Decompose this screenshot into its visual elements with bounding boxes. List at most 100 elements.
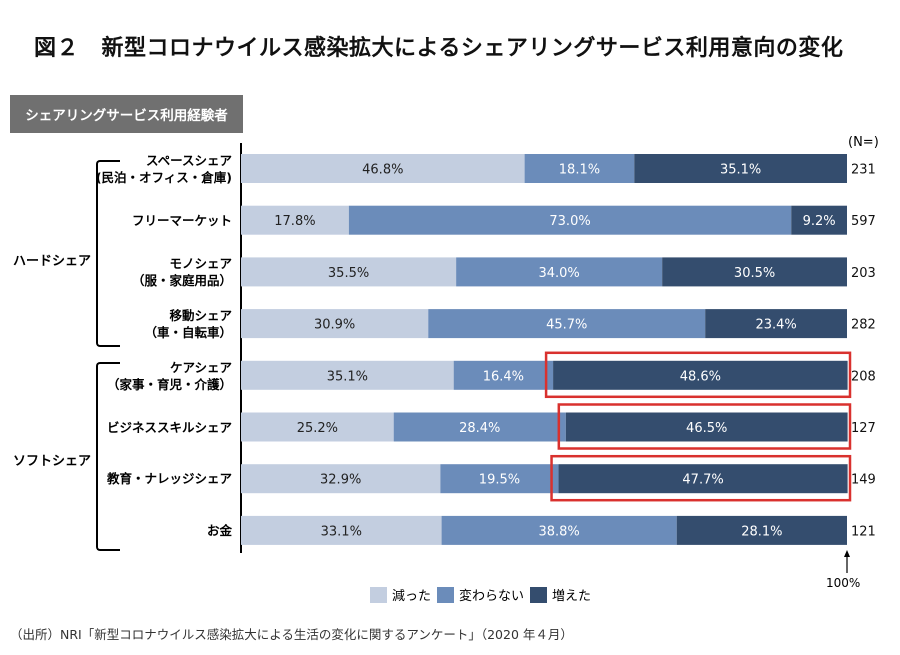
respondent-badge: シェアリングサービス利用経験者 [10,95,243,133]
legend-item-unchanged: 変わらない [437,585,524,604]
arrow-up-icon [844,550,850,557]
data-label-increased: 28.1% [741,524,782,539]
category-label-line1: ビジネススキルシェア [106,419,232,435]
category-label-line1: 移動シェア [169,308,232,324]
source-footnote: （出所）NRI「新型コロナウイルス感染拡大による生活の変化に関するアンケート」（… [10,627,573,642]
data-label-decreased: 25.2% [297,421,338,436]
bar-segment-increased [558,464,848,494]
category-label-line2: (民泊・オフィス・倉庫) [95,170,232,185]
data-label-increased: 30.5% [734,266,775,281]
bar-segment-increased [634,154,847,183]
legend-label-unchanged: 変わらない [459,589,525,604]
bar-segment-unchanged [393,412,566,442]
data-label-unchanged: 34.0% [538,266,579,281]
bar-segment-decreased [241,515,442,545]
data-label-unchanged: 16.4% [483,369,524,384]
category-label: ケアシェア （家事・育児・介護） [107,359,232,393]
bar-segment-increased [705,309,847,339]
n-value: 203 [851,266,876,281]
n-value: 127 [851,421,876,436]
category-label-line1: ケアシェア [169,359,232,375]
highlight-box [557,403,852,450]
legend-item-increased: 増えた [530,585,591,604]
category-label-line1: 教育・ナレッジシェア [106,471,232,487]
category-label: スペースシェア (民泊・オフィス・倉庫) [96,152,232,186]
data-label-unchanged: 45.7% [546,318,587,333]
n-value: 121 [851,524,876,539]
category-label: フリーマーケット [132,212,232,229]
y-axis-line [240,143,242,553]
bar-segment-increased [565,412,848,442]
n-value: 208 [851,369,876,384]
legend: 減った 変わらない 増えた [370,585,597,604]
data-label-increased: 46.5% [686,421,727,436]
data-label-decreased: 46.8% [362,163,403,178]
bar-segment-decreased [241,464,441,494]
data-label-unchanged: 38.8% [538,524,579,539]
data-label-increased: 23.4% [755,318,796,333]
data-label-decreased: 30.9% [314,318,355,333]
category-label-line2: （家事・育児・介護） [106,376,232,392]
chart-title: 図２ 新型コロナウイルス感染拡大によるシェアリングサービス利用意向の変化 [34,36,844,61]
legend-swatch-increased [530,586,548,603]
n-value: 149 [851,473,876,488]
data-label-unchanged: 19.5% [479,473,520,488]
category-label-line1: モノシェア [169,256,232,272]
n-value: 231 [851,163,876,178]
data-label-increased: 47.7% [682,473,723,488]
bar-segment-unchanged [440,464,559,494]
category-label-line1: お金 [206,522,232,538]
category-label-line1: フリーマーケット [131,212,232,228]
bar-segment-increased [553,360,848,390]
data-label-decreased: 32.9% [320,473,361,488]
bar-segment-unchanged [456,257,663,287]
hard-share-bracket [96,160,120,347]
data-label-decreased: 33.1% [321,524,362,539]
bar-segment-decreased [241,360,454,390]
data-label-decreased: 35.5% [328,266,369,281]
category-label: モノシェア （服・家庭用品） [132,255,232,289]
category-label: 教育・ナレッジシェア [107,470,232,487]
bar-segment-decreased [241,309,429,339]
bar-segment-unchanged [441,515,677,545]
legend-swatch-unchanged [437,586,455,603]
legend-label-decreased: 減った [392,589,432,604]
category-label-line2: （車・自転車） [144,325,232,341]
bar-segment-decreased [241,257,457,287]
data-label-decreased: 35.1% [327,369,368,384]
bar-segment-increased [676,515,847,545]
data-label-increased: 9.2% [803,214,836,229]
legend-swatch-decreased [370,586,387,603]
data-label-decreased: 17.8% [274,214,315,229]
bar-segment-unchanged [524,154,635,183]
data-label-unchanged: 28.4% [459,421,500,436]
bar-segment-unchanged [428,309,706,339]
legend-item-decreased: 減った [370,585,431,604]
bar-segment-unchanged [348,205,792,235]
n-value: 282 [851,318,876,333]
bar-segment-decreased [241,205,349,235]
category-label: ビジネススキルシェア [107,419,232,436]
n-header: (N=) [848,135,879,150]
data-label-unchanged: 73.0% [549,214,590,229]
category-label: 移動シェア （車・自転車） [144,307,232,341]
group-label-soft-share: ソフトシェア [13,454,92,469]
data-label-increased: 48.6% [680,369,721,384]
highlight-box [544,351,852,399]
category-label: お金 [207,522,232,539]
n-value: 597 [851,214,876,229]
data-label-increased: 35.1% [720,163,761,178]
data-label-unchanged: 18.1% [559,163,600,178]
bar-segment-decreased [241,412,394,442]
hundred-percent-label: 100% [826,576,861,590]
legend-label-increased: 増えた [552,589,592,604]
category-label-line1: スペースシェア [145,153,232,168]
category-label-line2: （服・家庭用品） [131,273,232,289]
bar-segment-increased [662,257,847,287]
bar-segment-decreased [241,154,525,183]
group-label-hard-share: ハードシェア [13,254,92,269]
bar-segment-increased [791,205,847,235]
bar-segment-unchanged [453,360,554,390]
highlight-box [550,454,852,502]
